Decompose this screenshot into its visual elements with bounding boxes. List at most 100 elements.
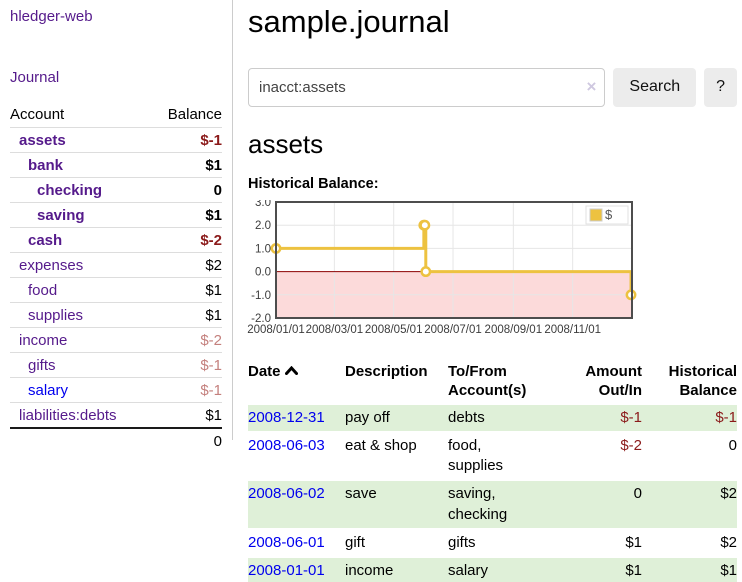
chart-border <box>275 200 633 319</box>
accounts-total-value: 0 <box>213 433 222 450</box>
chart-x-tick-label: 2008/03/01 <box>306 324 364 336</box>
transaction-amount: $-1 <box>548 404 642 431</box>
chart-data-point <box>420 265 432 277</box>
clear-search-icon[interactable]: × <box>586 76 597 96</box>
chart-legend-label: $ <box>605 207 613 222</box>
transaction-balance: $1 <box>642 558 737 582</box>
chart-data-point <box>419 219 431 231</box>
transaction-balance: $-1 <box>642 404 737 431</box>
account-balance: $1 <box>205 282 222 299</box>
transaction-date-link[interactable]: 2008-06-01 <box>248 533 325 551</box>
account-link[interactable]: food <box>28 282 58 299</box>
account-cell: income <box>10 328 151 353</box>
register-header-balance: Historical Balance <box>668 362 737 400</box>
transaction-description: income <box>345 558 448 582</box>
account-cell: gifts <box>10 353 151 378</box>
account-row: assets $-1 <box>10 127 222 153</box>
page-title: sample.journal <box>248 4 450 39</box>
transaction-date-link[interactable]: 2008-01-01 <box>248 562 325 580</box>
account-link[interactable]: gifts <box>28 357 56 374</box>
transaction-date-cell: 2008-06-01 <box>248 530 345 556</box>
register-header-accounts: To/From Account(s) <box>448 362 527 400</box>
chevron-up-icon <box>284 365 298 375</box>
account-balance: 0 <box>213 182 222 199</box>
accounts-header-account: Account <box>10 106 65 123</box>
search-button[interactable]: Search <box>613 67 697 107</box>
transaction-amount: $1 <box>625 533 642 551</box>
account-heading: assets <box>248 128 324 159</box>
account-row: bank $1 <box>10 152 222 178</box>
account-link[interactable]: expenses <box>19 257 84 274</box>
chart-y-tick-label: 0.0 <box>255 266 271 278</box>
transaction-description: save <box>345 481 448 528</box>
account-link[interactable]: saving <box>37 207 85 224</box>
account-link[interactable]: liabilities:debts <box>19 407 117 424</box>
account-row: liabilities:debts $1 <box>10 402 222 429</box>
transaction-date-link[interactable]: 2008-12-31 <box>248 408 325 426</box>
register-header-row: Date Description To/From Account(s) Amou… <box>248 360 737 403</box>
account-row: expenses $2 <box>10 252 222 278</box>
chart-x-tick-label: 2008/05/01 <box>365 324 423 336</box>
sidebar: hledger-web Journal Account Balance asse… <box>0 0 233 450</box>
transaction-accounts: gifts <box>448 533 476 551</box>
account-cell: bank <box>10 153 151 178</box>
account-balance: $-1 <box>200 132 222 149</box>
accounts-table: Account Balance assets $-1 bank $1 check… <box>10 102 222 454</box>
account-link[interactable]: salary <box>28 382 69 399</box>
chart-x-tick-label: 2008/01/01 <box>247 324 305 336</box>
account-cell: food <box>10 278 151 303</box>
chart-x-tick-label: 2008/11/01 <box>544 324 601 336</box>
account-row: checking 0 <box>10 177 222 203</box>
account-balance: $1 <box>205 207 222 224</box>
transaction-date-link[interactable]: 2008-06-03 <box>248 436 325 454</box>
register-row: 2008-12-31 pay off debts $-1 $-1 <box>248 404 737 431</box>
account-cell: checking <box>10 178 151 203</box>
account-cell: assets <box>10 128 151 153</box>
chart-y-tick-label: 2.0 <box>255 220 271 232</box>
register-header-description: Description <box>345 362 428 380</box>
accounts-total-row: 0 <box>10 428 222 454</box>
account-link[interactable]: income <box>19 332 68 349</box>
account-balance: $1 <box>205 407 222 424</box>
register-header-amount: Amount Out/In <box>585 362 642 400</box>
chart-y-tick-label: 3.0 <box>255 200 271 209</box>
account-cell: liabilities:debts <box>10 403 151 429</box>
chart-x-tick-label: 2008/07/01 <box>424 324 482 336</box>
transaction-date-link[interactable]: 2008-06-02 <box>248 485 325 503</box>
account-row: gifts $-1 <box>10 352 222 378</box>
help-button[interactable]: ? <box>704 67 737 107</box>
account-link[interactable]: cash <box>28 232 63 249</box>
chart-y-tick-label: 1.0 <box>255 243 271 255</box>
account-row: income $-2 <box>10 327 222 353</box>
register-row: 2008-06-02 save saving, checking 0 $2 <box>248 481 737 528</box>
transaction-accounts: food, supplies <box>448 436 504 475</box>
search-input-wrap: × <box>248 67 606 107</box>
account-link[interactable]: bank <box>28 157 64 174</box>
register-row: 2008-06-01 gift gifts $1 $2 <box>248 530 737 556</box>
sidebar-item-journal[interactable]: Journal <box>10 69 60 86</box>
account-balance: $2 <box>205 257 222 274</box>
account-balance: $1 <box>205 157 222 174</box>
main-content: sample.journal × Search ? assets Histori… <box>247 0 740 582</box>
account-cell: expenses <box>10 253 151 278</box>
account-link[interactable]: supplies <box>28 307 84 324</box>
account-link[interactable]: assets <box>19 132 66 149</box>
transaction-balance: $2 <box>720 533 737 551</box>
account-row: cash $-2 <box>10 227 222 253</box>
account-cell: salary <box>10 378 151 403</box>
account-row: saving $1 <box>10 202 222 228</box>
account-balance: $1 <box>205 307 222 324</box>
account-balance: $-2 <box>200 332 222 349</box>
transaction-amount: 0 <box>548 481 642 528</box>
chart-heading: Historical Balance: <box>248 175 379 192</box>
register-header-date[interactable]: Date <box>248 360 345 403</box>
transaction-accounts: salary <box>448 558 548 582</box>
accounts-total-spacer <box>10 428 151 454</box>
account-balance: $-1 <box>200 382 222 399</box>
transaction-date-cell: 2008-06-03 <box>248 433 345 480</box>
app-title-link[interactable]: hledger-web <box>10 8 93 25</box>
account-link[interactable]: checking <box>37 182 103 199</box>
search-input[interactable] <box>248 67 606 107</box>
